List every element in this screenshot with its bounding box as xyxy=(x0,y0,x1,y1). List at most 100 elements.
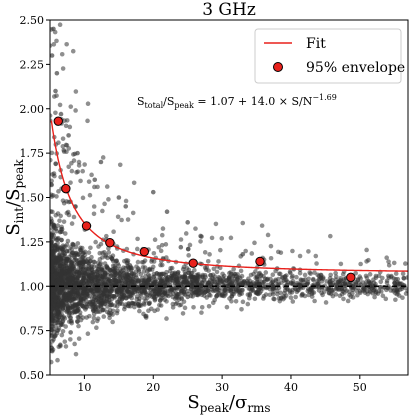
scatter-point xyxy=(228,235,234,241)
scatter-point xyxy=(189,270,195,276)
scatter-point xyxy=(95,305,101,310)
scatter-point xyxy=(95,266,101,272)
scatter-point xyxy=(89,172,94,178)
scatter-point xyxy=(59,51,65,57)
overlay-layer xyxy=(50,116,408,287)
scatter-point xyxy=(240,220,246,226)
scatter-point xyxy=(54,255,59,260)
scatter-point xyxy=(50,157,53,163)
scatter-point xyxy=(333,282,338,288)
scatter-point xyxy=(53,236,58,241)
scatter-point xyxy=(64,149,69,155)
annot-exponent: −1.69 xyxy=(312,93,337,102)
scatter-point xyxy=(52,292,57,297)
scatter-point xyxy=(221,288,226,294)
scatter-point xyxy=(68,330,73,335)
x-tick-label: 10 xyxy=(77,381,91,394)
scatter-point xyxy=(186,253,191,258)
scatter-point xyxy=(161,292,166,297)
scatter-point xyxy=(160,295,165,301)
scatter-point xyxy=(102,250,107,255)
scatter-point xyxy=(342,281,348,287)
scatter-point xyxy=(227,281,233,287)
scatter-point xyxy=(249,251,255,256)
scatter-point xyxy=(290,287,295,293)
scatter-point xyxy=(74,288,79,294)
scatter-point xyxy=(94,325,99,331)
scatter-point xyxy=(310,276,316,282)
scatter-point xyxy=(400,271,406,277)
scatter-point xyxy=(80,294,85,299)
x-label-main-sub: peak xyxy=(200,401,230,415)
scatter-point xyxy=(66,164,72,170)
scatter-point xyxy=(254,274,260,279)
scatter-point xyxy=(100,155,106,160)
scatter-point xyxy=(205,285,211,291)
scatter-point xyxy=(50,258,56,264)
scatter-point xyxy=(313,253,319,259)
scatter-point xyxy=(353,270,359,276)
scatter-point xyxy=(51,250,56,255)
scatter-point xyxy=(68,260,74,265)
scatter-point xyxy=(91,315,97,321)
scatter-point xyxy=(135,246,140,252)
scatter-point xyxy=(191,304,196,310)
scatter-point xyxy=(117,162,123,168)
scatter-point xyxy=(51,171,57,176)
scatter-point xyxy=(64,199,69,204)
scatter-point xyxy=(50,281,53,287)
scatter-point xyxy=(164,299,169,304)
scatter-point xyxy=(90,319,96,325)
scatter-point xyxy=(100,255,105,260)
scatter-point xyxy=(109,287,115,292)
scatter-point xyxy=(58,271,63,277)
scatter-point xyxy=(199,234,204,239)
scatter-point xyxy=(225,286,231,292)
scatter-point xyxy=(206,304,212,309)
scatter-point xyxy=(394,279,400,285)
scatter-point xyxy=(70,275,76,281)
scatter-point xyxy=(235,284,240,290)
scatter-point xyxy=(93,239,98,245)
scatter-point xyxy=(114,310,120,316)
scatter-point xyxy=(316,283,321,289)
scatter-point xyxy=(219,278,224,284)
legend: Fit 95% envelope xyxy=(254,28,405,84)
scatter-point xyxy=(195,274,201,279)
scatter-point xyxy=(243,248,248,254)
scatter-point xyxy=(393,271,399,276)
scatter-point xyxy=(50,113,53,118)
envelope-point xyxy=(53,116,63,126)
scatter-point xyxy=(101,291,106,296)
scatter-point xyxy=(75,150,80,156)
scatter-point xyxy=(214,269,220,275)
scatter-point xyxy=(143,313,148,319)
scatter-point xyxy=(50,324,55,329)
scatter-point xyxy=(163,242,169,247)
scatter-point xyxy=(64,242,70,247)
scatter-point xyxy=(72,257,77,263)
scatter-point xyxy=(210,276,216,282)
scatter-point xyxy=(319,279,325,284)
scatter-point xyxy=(333,274,339,279)
scatter-point xyxy=(152,237,158,242)
scatter-point xyxy=(109,255,115,261)
scatter-point xyxy=(82,249,88,255)
scatter-point xyxy=(63,272,69,277)
scatter-point xyxy=(210,300,216,306)
scatter-point xyxy=(70,242,76,247)
scatter-point xyxy=(53,243,58,248)
scatter-point xyxy=(358,261,363,267)
scatter-point xyxy=(62,339,68,344)
scatter-point xyxy=(214,292,220,298)
scatter-point xyxy=(112,303,118,308)
scatter-point xyxy=(400,295,405,301)
scatter-point xyxy=(115,214,121,220)
scatter-point xyxy=(134,289,140,294)
scatter-point xyxy=(110,319,115,325)
scatter-point xyxy=(69,252,74,258)
scatter-point xyxy=(219,236,225,241)
scatter-point xyxy=(252,240,257,246)
scatter-point xyxy=(187,275,193,280)
scatter-point xyxy=(350,295,356,300)
